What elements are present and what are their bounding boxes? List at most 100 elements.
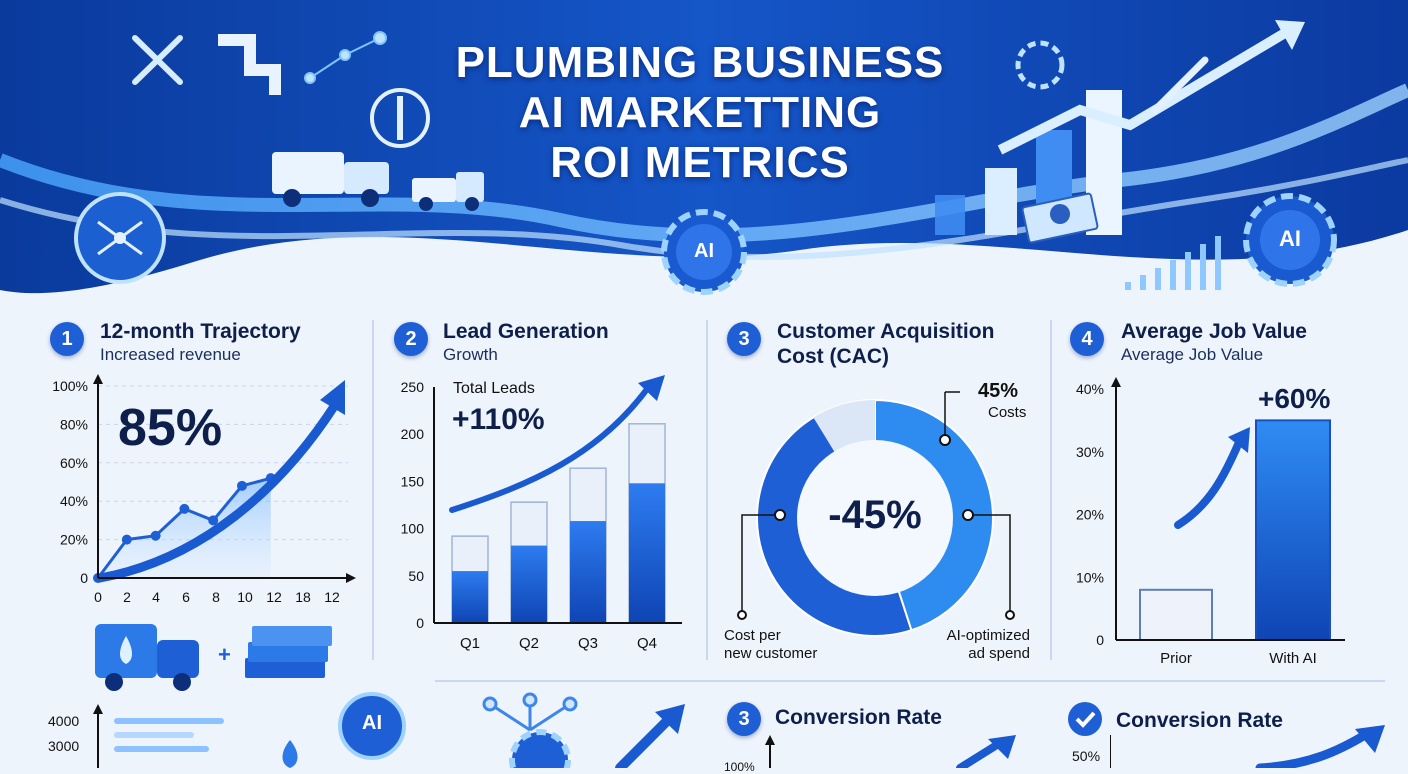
job-value-arrowhead [1228, 427, 1250, 453]
divider-1 [372, 320, 374, 660]
x-tick-label: 0 [94, 589, 102, 605]
x-tick-label: With AI [1269, 650, 1317, 667]
y-tick-label: 250 [401, 379, 425, 395]
bottom-card-4-graphics [1110, 725, 1385, 768]
chart-cac [737, 391, 1015, 637]
trajectory-point [121, 534, 132, 545]
y-tick-label: 100 [401, 521, 425, 537]
trajectory-point [237, 480, 247, 491]
y-tick-label: 100% [52, 378, 88, 394]
title-line-3: ROI METRICS [550, 138, 850, 187]
gear-icon [509, 729, 571, 768]
y-tick-label: 40% [60, 493, 88, 509]
section-1-number: 1 [50, 322, 84, 356]
trajectory-arrow [95, 400, 340, 583]
chart-trajectory: 0 20% 40% 60% 80% 100% 0 2 4 6 8 10 12 18 12 [52, 374, 356, 605]
section-3-right-label-1: AI-optimized [946, 627, 1030, 644]
x-tick-label: 12 [266, 589, 282, 605]
y-tick-label: 60% [60, 455, 88, 471]
plus-icon: + [218, 642, 231, 667]
section-3-number: 3 [727, 322, 761, 356]
callout-dot-left [774, 509, 786, 521]
ai-badge-header-right: AI [1279, 226, 1301, 251]
trajectory-area [98, 478, 271, 578]
y-tick-label: 30% [1076, 444, 1104, 460]
tow-truck-icon [412, 172, 484, 211]
x-tick-label: Q4 [637, 635, 657, 652]
header-icons [74, 20, 1337, 295]
x-tick-label: 8 [212, 589, 220, 605]
ai-gear-icon-right [1243, 193, 1337, 287]
section-3-callout-value: 45% [978, 380, 1019, 402]
bottom-card-4-title: Conversion Rate [1116, 709, 1283, 732]
x-tick-label: 2 [123, 589, 131, 605]
wrench-right-icon [1151, 56, 1209, 114]
y-tick-label: 150 [401, 473, 425, 489]
wrench-icon [132, 35, 183, 85]
trajectory-point [208, 515, 219, 526]
title-line-2: AI MARKETTING [518, 88, 882, 137]
section-4-highlight: +60% [1258, 383, 1331, 414]
brain-circuit-icon [74, 192, 166, 284]
growth-arrow-icon [997, 25, 1293, 155]
bottom-card-3-number: 3 [727, 702, 761, 736]
donut-hole [797, 440, 953, 596]
y-tick-label: 40% [1076, 381, 1104, 397]
bottom-left-graphics [93, 692, 406, 768]
bottom-card-3-graphics [765, 735, 1016, 768]
trajectory-point [150, 530, 161, 541]
y-tick-label: 0 [1096, 632, 1104, 648]
lead-bar [452, 571, 488, 623]
trajectory-arrowhead [320, 380, 345, 415]
horizontal-divider [435, 680, 1385, 682]
lead-bar [629, 483, 665, 623]
y-tick-label: 50 [408, 568, 424, 584]
job-value-bar [1139, 588, 1213, 642]
section-3-callout-label: Costs [988, 404, 1027, 421]
section-4-title: Average Job Value [1121, 320, 1307, 343]
x-tick-label: 18 [295, 589, 311, 605]
section-3-right-label-2: ad spend [968, 645, 1030, 662]
money-stack-icon [1021, 192, 1099, 244]
section-2-inner-label: Total Leads [453, 380, 535, 397]
section-1-title: 12-month Trajectory [100, 320, 301, 343]
gear-chart-icon [1015, 40, 1065, 90]
pipe-icon [218, 34, 281, 95]
x-tick-label: 12 [324, 589, 340, 605]
divider-2 [706, 320, 708, 660]
page-title: PLUMBING BUSINESS AI MARKETTING ROI METR… [380, 38, 1020, 188]
section-3-left-label-1: Cost per [724, 627, 781, 644]
y-tick-label: 200 [401, 426, 425, 442]
job-value-arrow [1174, 436, 1244, 529]
y-tick-label: 80% [60, 416, 88, 432]
lead-bar [570, 521, 606, 623]
section-1-subtitle: Increased revenue [100, 345, 241, 364]
section-2-highlight: +110% [452, 403, 545, 436]
section-2-title: Lead Generation [443, 320, 609, 343]
bottom-ai-badge: AI [362, 712, 382, 734]
section-2-number: 2 [394, 322, 428, 356]
checkmark-icon [1068, 702, 1102, 736]
section-3-highlight: -45% [828, 493, 922, 537]
x-tick-label: Q3 [578, 635, 598, 652]
bottom-middle-graphics [482, 692, 685, 768]
section-4-number: 4 [1070, 322, 1104, 356]
x-tick-label: 4 [152, 589, 160, 605]
section-3-title-line-1: Customer Acquisition [777, 320, 995, 343]
mini-bars-icon [1125, 236, 1221, 290]
ai-badge-header: AI [694, 240, 714, 262]
callout-dot-top [939, 434, 951, 446]
y-tick-label: 10% [1076, 569, 1104, 585]
y-tick-label: 20% [1076, 507, 1104, 523]
x-tick-label: Q1 [460, 635, 480, 652]
network-icon [304, 31, 387, 84]
bottom-card-3-title: Conversion Rate [775, 706, 942, 729]
y-tick-label: 0 [80, 570, 88, 586]
x-tick-label: 6 [182, 589, 190, 605]
truck-icon [272, 152, 389, 207]
money-stack-icon-1 [245, 626, 332, 678]
section-3-left-label-2: new customer [724, 645, 818, 662]
chart-leads: 0 50 100 150 200 250 Q1 Q2 Q3 Q4 [401, 375, 682, 652]
ai-gear-icon [661, 209, 747, 295]
ai-chip-icon [338, 692, 406, 760]
